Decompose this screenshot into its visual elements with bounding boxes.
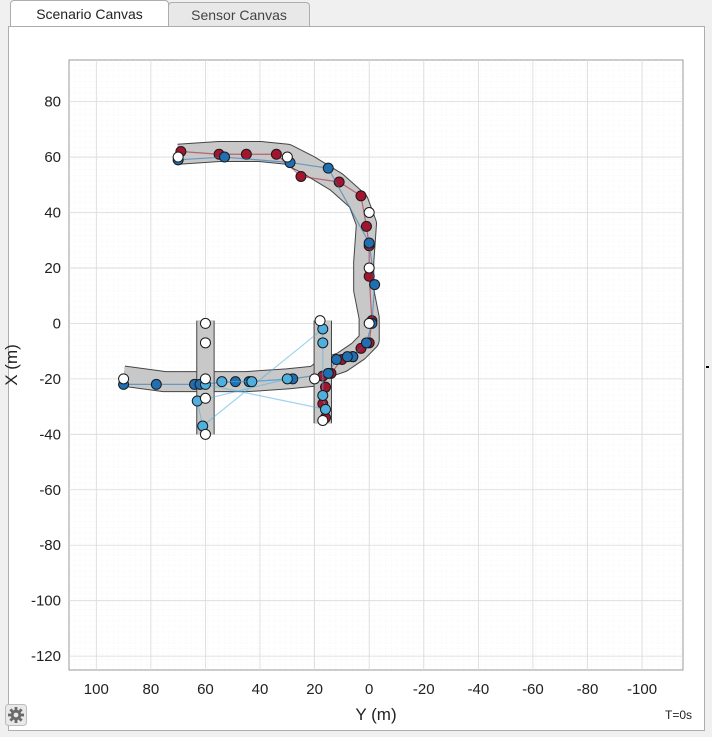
tab-scenario-canvas[interactable]: Scenario Canvas — [10, 0, 169, 26]
waypoint-white — [309, 373, 321, 385]
waypoint-white — [199, 392, 211, 404]
waypoint-white — [363, 317, 375, 329]
y-tick-label: 40 — [44, 205, 61, 222]
waypoint-white — [199, 317, 211, 329]
waypoint-white — [363, 262, 375, 274]
waypoints[interactable] — [118, 146, 381, 440]
trajectory-light-blue — [196, 327, 327, 428]
waypoint-blue — [330, 353, 342, 365]
waypoint-blue — [363, 237, 375, 249]
waypoint-light-blue — [246, 376, 258, 388]
y-axis-label: X (m) — [2, 344, 21, 386]
y-tick-label: -60 — [39, 482, 61, 499]
y-tick-label: -20 — [39, 371, 61, 388]
waypoint-light-blue — [320, 403, 332, 415]
waypoint-light-blue — [317, 337, 329, 349]
x-tick-label: 60 — [197, 681, 214, 698]
waypoint-white — [314, 315, 326, 327]
x-tick-label: 40 — [252, 681, 269, 698]
waypoint-white — [118, 373, 130, 385]
edge-mark — [706, 366, 709, 368]
waypoint-white — [199, 337, 211, 349]
x-tick-label: 80 — [143, 681, 160, 698]
y-tick-label: 60 — [44, 149, 61, 166]
waypoint-blue — [322, 162, 334, 174]
waypoint-white — [199, 373, 211, 385]
waypoint-white — [317, 414, 329, 426]
waypoint-light-blue — [216, 376, 228, 388]
x-tick-label: 100 — [84, 681, 109, 698]
waypoint-light-blue — [317, 390, 329, 401]
x-tick-label: -80 — [577, 681, 599, 698]
x-tick-label: -100 — [627, 681, 657, 698]
waypoint-blue — [219, 151, 231, 163]
waypoint-blue — [150, 378, 162, 390]
waypoint-red — [240, 148, 252, 160]
waypoint-red — [270, 148, 282, 160]
waypoint-red — [360, 220, 372, 232]
waypoint-blue — [369, 279, 381, 291]
tab-bar: Scenario Canvas Sensor Canvas — [0, 0, 712, 27]
x-tick-label: -60 — [522, 681, 544, 698]
x-tick-label: 0 — [365, 681, 373, 698]
x-axis-label: Y (m) — [355, 705, 396, 724]
y-axis-ticks: 80 60 40 20 0 -20 -40 -60 -80 -100 -120 — [31, 94, 61, 666]
y-tick-label: -80 — [39, 537, 61, 554]
waypoint-white — [363, 207, 375, 218]
waypoint-light-blue — [281, 373, 293, 385]
waypoint-blue — [360, 337, 372, 349]
y-tick-label: 20 — [44, 260, 61, 277]
x-tick-label: -20 — [413, 681, 435, 698]
waypoint-white — [172, 151, 184, 163]
x-tick-label: -40 — [467, 681, 489, 698]
y-tick-label: -100 — [31, 593, 61, 610]
waypoint-red — [355, 190, 367, 202]
waypoint-blue — [341, 351, 353, 363]
x-tick-label: 20 — [306, 681, 323, 698]
waypoint-white — [199, 428, 211, 440]
waypoint-blue — [322, 367, 334, 379]
waypoint-white — [281, 151, 293, 163]
simulation-time: T=0s — [664, 708, 692, 722]
minor-grid — [69, 60, 683, 670]
y-tick-label: 0 — [53, 315, 61, 332]
y-tick-label: -120 — [31, 648, 61, 665]
waypoint-red — [295, 170, 307, 182]
y-tick-label: 80 — [44, 94, 61, 111]
gear-icon[interactable] — [5, 704, 27, 726]
y-tick-label: -40 — [39, 426, 61, 443]
x-axis-ticks: 100 80 60 40 20 0 -20 -40 -60 -80 -100 — [84, 681, 657, 698]
